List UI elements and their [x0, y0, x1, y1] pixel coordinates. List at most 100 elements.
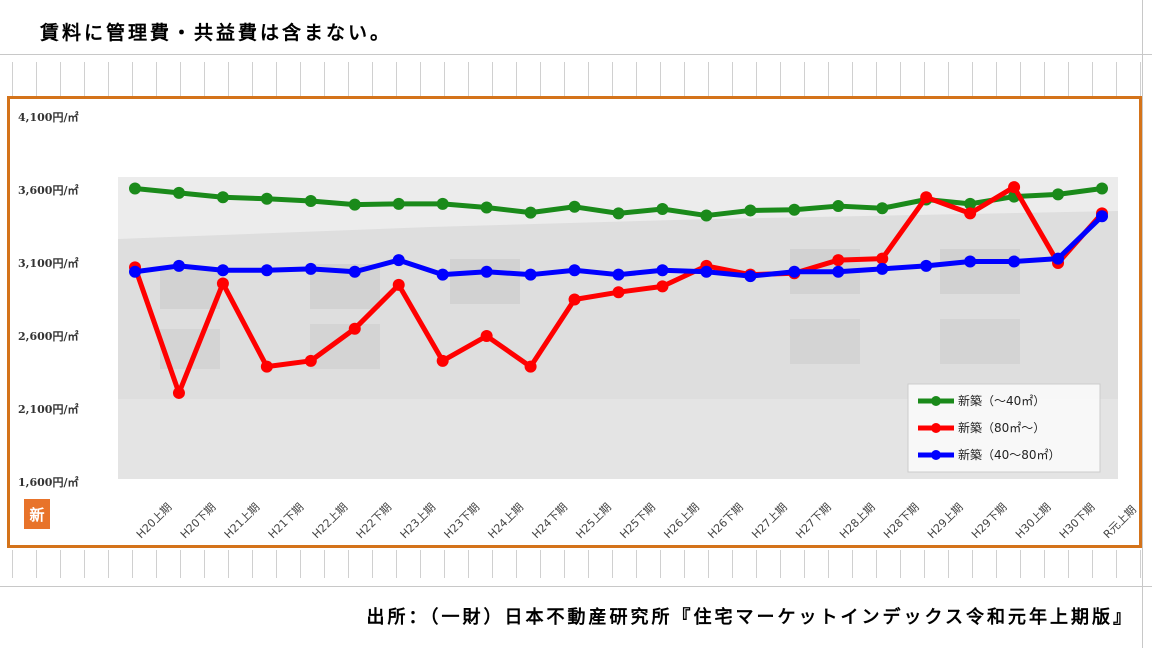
grid-cell-line — [420, 62, 421, 96]
data-point — [524, 268, 537, 281]
grid-cell-line — [12, 62, 13, 96]
right-rule — [1142, 0, 1143, 648]
legend-swatch-dot — [931, 396, 941, 406]
x-axis: H20上期 H20下期 H21上期 H21下期 H22上期 H22下期 H23上期 H23下期… — [134, 501, 1139, 542]
y-tick-label: 1,600円/㎡ — [18, 475, 78, 489]
x-tick-label: H20下期 — [178, 501, 219, 542]
grid-strip-top — [0, 62, 1152, 96]
data-point — [260, 264, 273, 277]
data-point — [568, 200, 581, 213]
data-point — [260, 192, 273, 205]
y-axis: 1,600円/㎡ 2,100円/㎡ 2,600円/㎡ 3,100円/㎡ 3,600円/㎡… — [18, 110, 78, 489]
grid-cell-line — [372, 550, 373, 578]
grid-cell-line — [156, 550, 157, 578]
grid-cell-line — [108, 550, 109, 578]
data-point — [392, 278, 405, 291]
data-point — [172, 186, 185, 199]
grid-cell-line — [708, 62, 709, 96]
data-point — [1096, 182, 1108, 195]
x-tick-label: H28下期 — [881, 501, 922, 542]
x-tick-label: H26上期 — [661, 501, 702, 542]
grid-cell-line — [900, 550, 901, 578]
x-tick-label: H25下期 — [617, 501, 658, 542]
grid-cell-line — [828, 62, 829, 96]
data-point — [480, 265, 493, 278]
data-point — [129, 265, 141, 278]
grid-cell-line — [348, 550, 349, 578]
grid-cell-line — [636, 550, 637, 578]
grid-cell-line — [660, 550, 661, 578]
y-tick-label: 2,100円/㎡ — [18, 402, 78, 416]
grid-cell-line — [36, 62, 37, 96]
data-point — [744, 270, 757, 283]
y-tick-label: 3,600円/㎡ — [18, 183, 78, 197]
data-point — [480, 201, 493, 214]
grid-cell-line — [1116, 550, 1117, 578]
data-point — [920, 191, 933, 204]
photo-background — [118, 177, 1118, 479]
data-point — [480, 330, 493, 342]
grid-cell-line — [612, 550, 613, 578]
grid-cell-line — [588, 550, 589, 578]
grid-cell-line — [420, 550, 421, 578]
data-point — [216, 277, 229, 290]
grid-cell-line — [756, 62, 757, 96]
grid-cell-line — [948, 62, 949, 96]
data-point — [260, 360, 273, 373]
data-point — [436, 197, 449, 210]
data-point — [744, 204, 757, 217]
grid-cell-line — [252, 62, 253, 96]
grid-cell-line — [444, 62, 445, 96]
grid-cell-line — [876, 550, 877, 578]
grid-cell-line — [612, 62, 613, 96]
grid-cell-line — [300, 62, 301, 96]
grid-cell-line — [516, 550, 517, 578]
grid-cell-line — [1092, 62, 1093, 96]
data-point — [1008, 181, 1021, 194]
grid-cell-line — [972, 62, 973, 96]
grid-cell-line — [204, 62, 205, 96]
grid-cell-line — [444, 550, 445, 578]
data-point — [216, 264, 229, 277]
grid-cell-line — [36, 550, 37, 578]
grid-strip-bottom — [0, 550, 1152, 578]
x-tick-label: H29下期 — [969, 501, 1010, 542]
grid-cell-line — [60, 62, 61, 96]
data-point — [876, 202, 889, 215]
grid-cell-line — [156, 62, 157, 96]
grid-cell-line — [276, 62, 277, 96]
legend-label: 新築（40～80㎡） — [958, 447, 1061, 462]
grid-cell-line — [540, 550, 541, 578]
data-point — [172, 259, 185, 272]
line-chart: 1,600円/㎡ 2,100円/㎡ 2,600円/㎡ 3,100円/㎡ 3,600円/㎡… — [18, 110, 1139, 542]
source-text: 出所：（一財）日本不動産研究所『住宅マーケットインデックス令和元年上期版』 — [366, 607, 1134, 628]
grid-cell-line — [924, 62, 925, 96]
grid-cell-line — [132, 62, 133, 96]
grid-cell-line — [804, 62, 805, 96]
series-0000ff — [129, 210, 1108, 283]
grid-cell-line — [636, 62, 637, 96]
grid-cell-line — [540, 62, 541, 96]
data-point — [1096, 210, 1108, 223]
x-tick-label: H21下期 — [266, 501, 307, 542]
grid-cell-line — [1020, 62, 1021, 96]
y-tick-label: 3,100円/㎡ — [18, 256, 78, 270]
grid-cell-line — [1140, 62, 1141, 96]
grid-cell-line — [564, 550, 565, 578]
data-point — [656, 202, 669, 215]
data-point — [876, 252, 889, 265]
grid-cell-line — [828, 550, 829, 578]
data-point — [1052, 188, 1065, 201]
grid-cell-line — [588, 62, 589, 96]
data-point — [920, 259, 933, 272]
grid-cell-line — [60, 550, 61, 578]
grid-cell-line — [84, 62, 85, 96]
x-tick-label: H24上期 — [486, 501, 527, 542]
chart-frame: 1,600円/㎡ 2,100円/㎡ 2,600円/㎡ 3,100円/㎡ 3,600円/㎡… — [7, 96, 1142, 548]
data-point — [392, 254, 405, 267]
x-tick-label: H28上期 — [837, 501, 878, 542]
grid-cell-line — [204, 550, 205, 578]
data-point — [832, 254, 845, 267]
x-tick-label: H29上期 — [925, 501, 966, 542]
data-point — [129, 182, 141, 195]
